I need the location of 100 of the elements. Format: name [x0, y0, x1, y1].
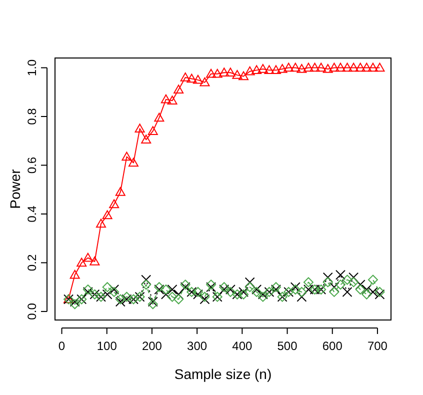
point	[348, 62, 359, 72]
point	[192, 289, 203, 300]
point	[128, 158, 138, 167]
point	[174, 294, 184, 304]
point	[244, 277, 255, 288]
point	[368, 286, 378, 297]
point	[141, 280, 152, 290]
point	[192, 286, 203, 297]
point	[335, 270, 346, 280]
point	[206, 280, 216, 290]
x-axis-title: Sample size (n)	[174, 366, 272, 382]
point	[70, 270, 80, 279]
point	[180, 282, 190, 292]
point	[232, 70, 242, 79]
point	[238, 289, 249, 300]
point	[122, 152, 132, 161]
point	[362, 284, 372, 295]
point	[290, 282, 300, 292]
point	[290, 284, 300, 295]
point	[167, 284, 178, 295]
point	[335, 62, 346, 72]
point	[329, 62, 340, 72]
point	[348, 277, 359, 288]
point	[141, 134, 152, 144]
point	[374, 289, 385, 300]
point	[284, 62, 294, 72]
point	[296, 64, 307, 73]
x-tick-label: 300	[187, 339, 208, 353]
point	[362, 289, 372, 300]
point	[252, 65, 262, 74]
point	[219, 68, 230, 76]
point	[303, 62, 314, 72]
point	[122, 292, 132, 302]
x-tick-label: 0	[58, 339, 66, 353]
point	[160, 94, 171, 104]
point	[200, 77, 210, 86]
point	[206, 68, 216, 78]
point	[76, 258, 87, 267]
point	[102, 210, 112, 220]
point	[342, 286, 352, 297]
point	[160, 289, 171, 300]
point	[180, 280, 190, 290]
point	[374, 286, 385, 297]
x-tick-label: 100	[96, 339, 118, 353]
point	[174, 289, 184, 300]
y-axis-title: Power	[7, 168, 23, 209]
y-tick-label: 0.6	[25, 156, 39, 174]
point	[335, 280, 346, 290]
point	[70, 296, 80, 307]
point	[96, 218, 106, 228]
point	[258, 292, 268, 302]
point	[154, 112, 164, 122]
point	[219, 282, 230, 292]
point	[277, 64, 288, 73]
point	[200, 292, 210, 302]
point	[258, 289, 268, 300]
point	[355, 62, 366, 72]
y-tick-label: 0.4	[25, 205, 39, 222]
point	[174, 84, 184, 94]
point	[244, 282, 255, 292]
point	[212, 68, 222, 78]
point	[154, 282, 164, 292]
y-tick-label: 1.0	[25, 59, 39, 76]
point	[102, 282, 112, 292]
point	[264, 65, 274, 74]
y-tick-label: 0.2	[25, 254, 39, 272]
x-tick-label: 700	[367, 339, 388, 353]
point	[167, 96, 178, 105]
point	[115, 187, 126, 196]
x-tick-label: 500	[277, 339, 298, 353]
point	[115, 296, 126, 307]
point	[362, 62, 372, 72]
point	[90, 256, 100, 266]
point	[290, 62, 300, 72]
point	[206, 282, 216, 292]
point	[329, 286, 340, 297]
point	[296, 292, 307, 302]
y-tick-label: 0.0	[25, 302, 39, 320]
x-tick-label: 200	[142, 339, 162, 353]
point	[368, 62, 378, 72]
point	[342, 274, 352, 285]
point	[322, 272, 333, 282]
point	[368, 274, 378, 285]
x-tick-label: 600	[322, 339, 343, 353]
point	[154, 284, 164, 295]
point	[225, 68, 236, 76]
point	[148, 296, 158, 307]
point	[270, 284, 281, 295]
point	[160, 284, 171, 295]
point	[167, 292, 178, 302]
point	[322, 277, 333, 288]
point	[270, 65, 281, 74]
point	[322, 64, 333, 73]
point	[244, 66, 255, 76]
point	[296, 286, 307, 297]
point	[192, 74, 203, 84]
point	[70, 299, 80, 310]
point	[134, 124, 145, 133]
point	[141, 274, 152, 285]
point	[355, 284, 366, 295]
